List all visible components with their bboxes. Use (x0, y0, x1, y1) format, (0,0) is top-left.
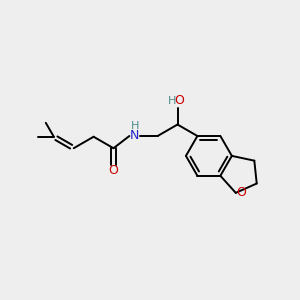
Text: H: H (131, 121, 140, 131)
Text: N: N (130, 129, 139, 142)
Text: H: H (168, 96, 176, 106)
Text: O: O (175, 94, 184, 106)
Text: O: O (109, 164, 118, 177)
Text: O: O (236, 186, 246, 199)
